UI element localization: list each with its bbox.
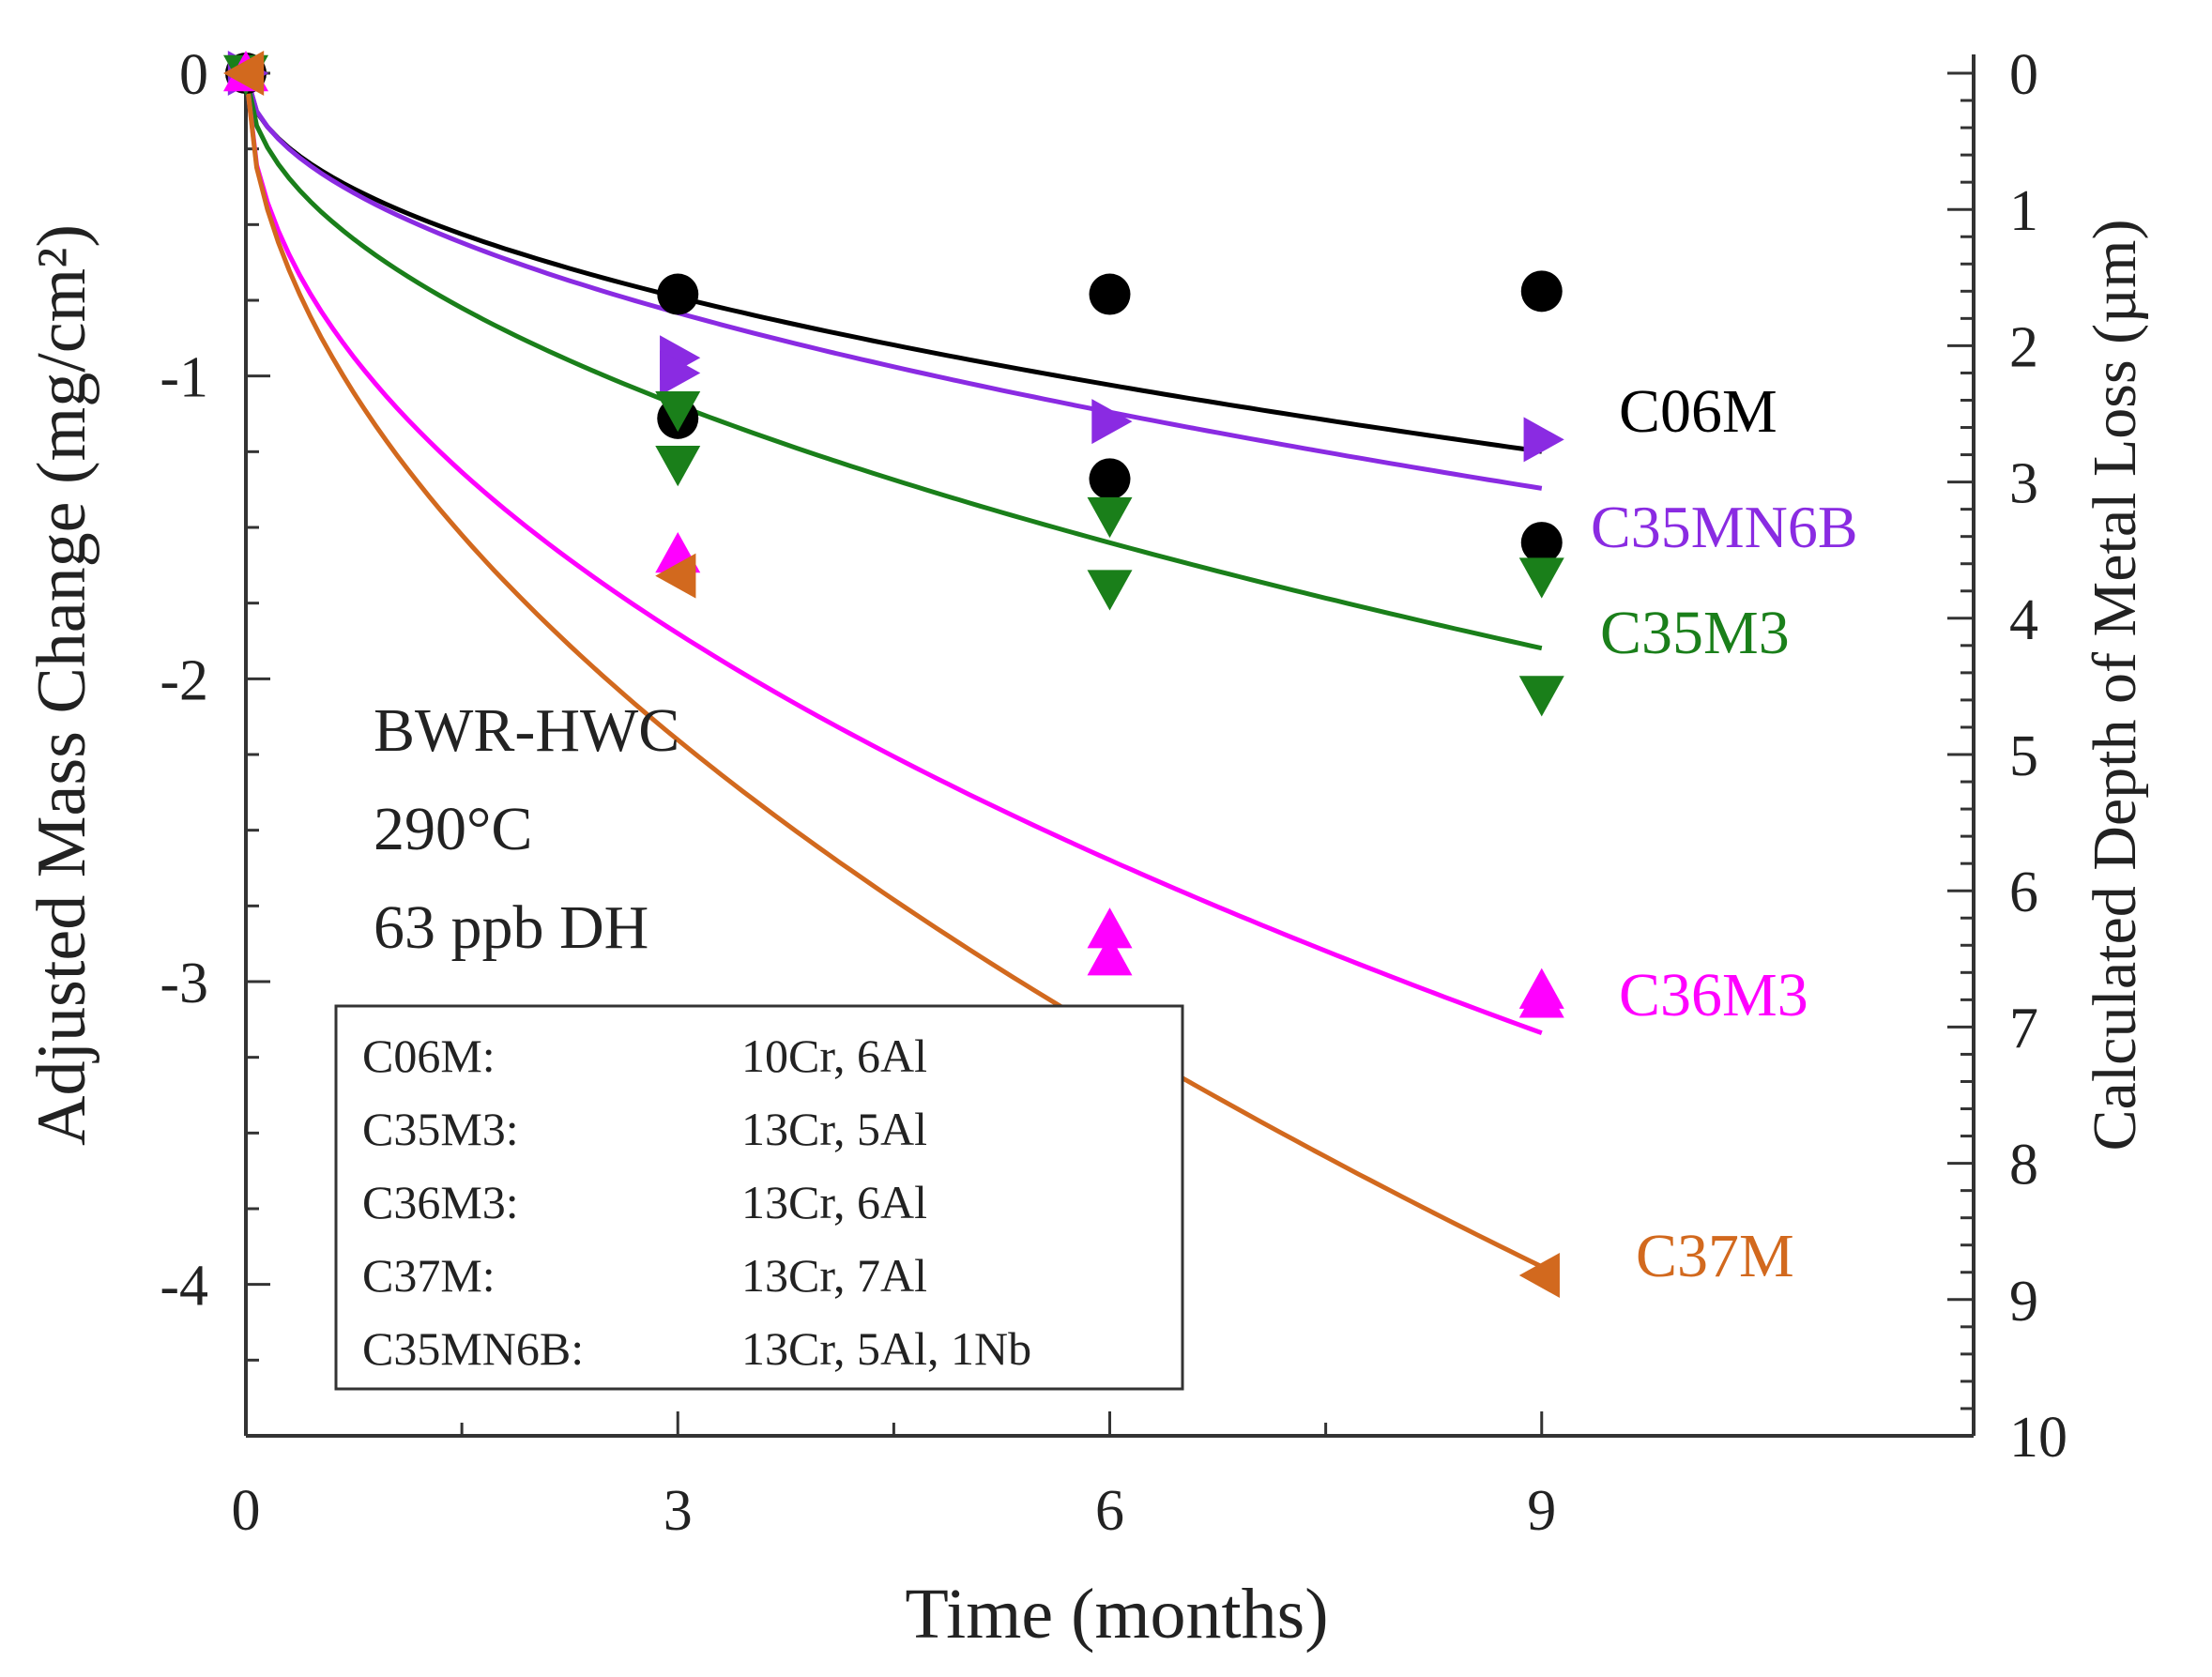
- fit-curve-c36m3: [243, 72, 1543, 1036]
- fit-curve-c35m3: [243, 72, 1543, 651]
- right-y-tick-label: 6: [2009, 861, 2038, 924]
- x-tick-label: 6: [1095, 1479, 1124, 1543]
- data-point: [223, 51, 265, 96]
- right-y-tick-label: 9: [2009, 1270, 2038, 1334]
- legend-composition: 13Cr, 6Al: [741, 1176, 927, 1228]
- legend-composition: 10Cr, 6Al: [741, 1029, 927, 1082]
- legend-alloy: C06M:: [362, 1029, 496, 1082]
- right-y-tick-label: 5: [2009, 724, 2038, 788]
- right-y-tick-label: 3: [2009, 452, 2038, 516]
- data-point: [1520, 522, 1563, 564]
- y-tick-label: 0: [179, 43, 208, 107]
- annotation-line: 63 ppb DH: [374, 893, 648, 962]
- data-point: [655, 390, 701, 433]
- data-point: [1087, 907, 1133, 949]
- data-point: [660, 350, 701, 396]
- legend-composition: 13Cr, 5Al, 1Nb: [741, 1322, 1031, 1375]
- series-label-c35mn6b: C35MN6B: [1591, 494, 1858, 560]
- data-point: [1518, 557, 1564, 599]
- fit-curves: [243, 72, 1543, 1270]
- right-y-tick-label: 0: [2009, 43, 2038, 107]
- series-label-c35m3: C35M3: [1600, 599, 1790, 667]
- data-point: [1518, 977, 1564, 1018]
- data-point: [657, 273, 699, 315]
- right-y-tick-label: 7: [2009, 997, 2038, 1060]
- annotation-line: 290°C: [374, 795, 532, 863]
- data-point: [1518, 676, 1564, 717]
- legend-alloy: C35M3:: [362, 1103, 519, 1155]
- fit-curve-c35mn6b: [243, 72, 1543, 491]
- data-point: [1089, 273, 1131, 315]
- conditions-annotation: BWR-HWC 290°C 63 ppb DH: [374, 696, 679, 962]
- data-point: [1520, 270, 1563, 313]
- data-point: [1518, 1252, 1560, 1298]
- x-tick-label: 3: [664, 1479, 693, 1543]
- data-point: [655, 446, 701, 487]
- right-y-axis-label: Calculated Depth of Metal Loss (µm): [2081, 220, 2149, 1151]
- fit-curve-c06m: [243, 72, 1543, 454]
- legend-alloy: C35MN6B:: [362, 1322, 584, 1375]
- series-label-c36m3: C36M3: [1619, 961, 1808, 1029]
- right-y-tick-label: 1: [2009, 179, 2038, 243]
- data-point: [1087, 570, 1133, 611]
- data-point: [1091, 399, 1133, 445]
- legend-composition: 13Cr, 7Al: [741, 1249, 927, 1302]
- right-y-tick-label: 10: [2009, 1406, 2067, 1470]
- y-tick-label: -3: [160, 952, 208, 1015]
- y-tick-label: -4: [160, 1255, 208, 1319]
- x-tick-label: 0: [232, 1479, 261, 1543]
- right-y-tick-label: 2: [2009, 315, 2038, 379]
- y-tick-label: -2: [160, 648, 208, 712]
- series-label-c37m: C37M: [1636, 1222, 1794, 1290]
- series-labels: C06M C35MN6B C35M3 C36M3 C37M: [1591, 377, 1858, 1290]
- legend-box: [334, 1004, 1184, 1391]
- legend-composition: 13Cr, 5Al: [741, 1103, 927, 1155]
- legend-alloy: C36M3:: [362, 1176, 519, 1228]
- y-axis-label: Adjusted Mass Change (mg/cm²): [23, 224, 100, 1146]
- data-point: [1089, 458, 1131, 500]
- y-tick-label: -1: [160, 346, 208, 410]
- legend: C06M: 10Cr, 6Al C35M3: 13Cr, 5Al C36M3: …: [334, 1004, 1184, 1391]
- annotation-line: BWR-HWC: [374, 696, 679, 765]
- data-point: [655, 553, 696, 599]
- x-axis-label: Time (months): [905, 1575, 1328, 1654]
- fit-curve-c37m: [243, 72, 1543, 1270]
- data-point: [1087, 496, 1133, 539]
- right-y-tick-label: 4: [2009, 588, 2038, 652]
- series-label-c06m: C06M: [1619, 377, 1777, 446]
- x-tick-label: 9: [1527, 1479, 1556, 1543]
- right-y-tick-label: 8: [2009, 1134, 2038, 1197]
- legend-alloy: C37M:: [362, 1249, 496, 1302]
- axes: 0 -1 -2 -3 -4 0 1 2 3 4 5 6 7 8 9 10 0 3 6 9: [160, 43, 2067, 1543]
- data-point: [1523, 417, 1564, 463]
- data-point: [1087, 935, 1133, 976]
